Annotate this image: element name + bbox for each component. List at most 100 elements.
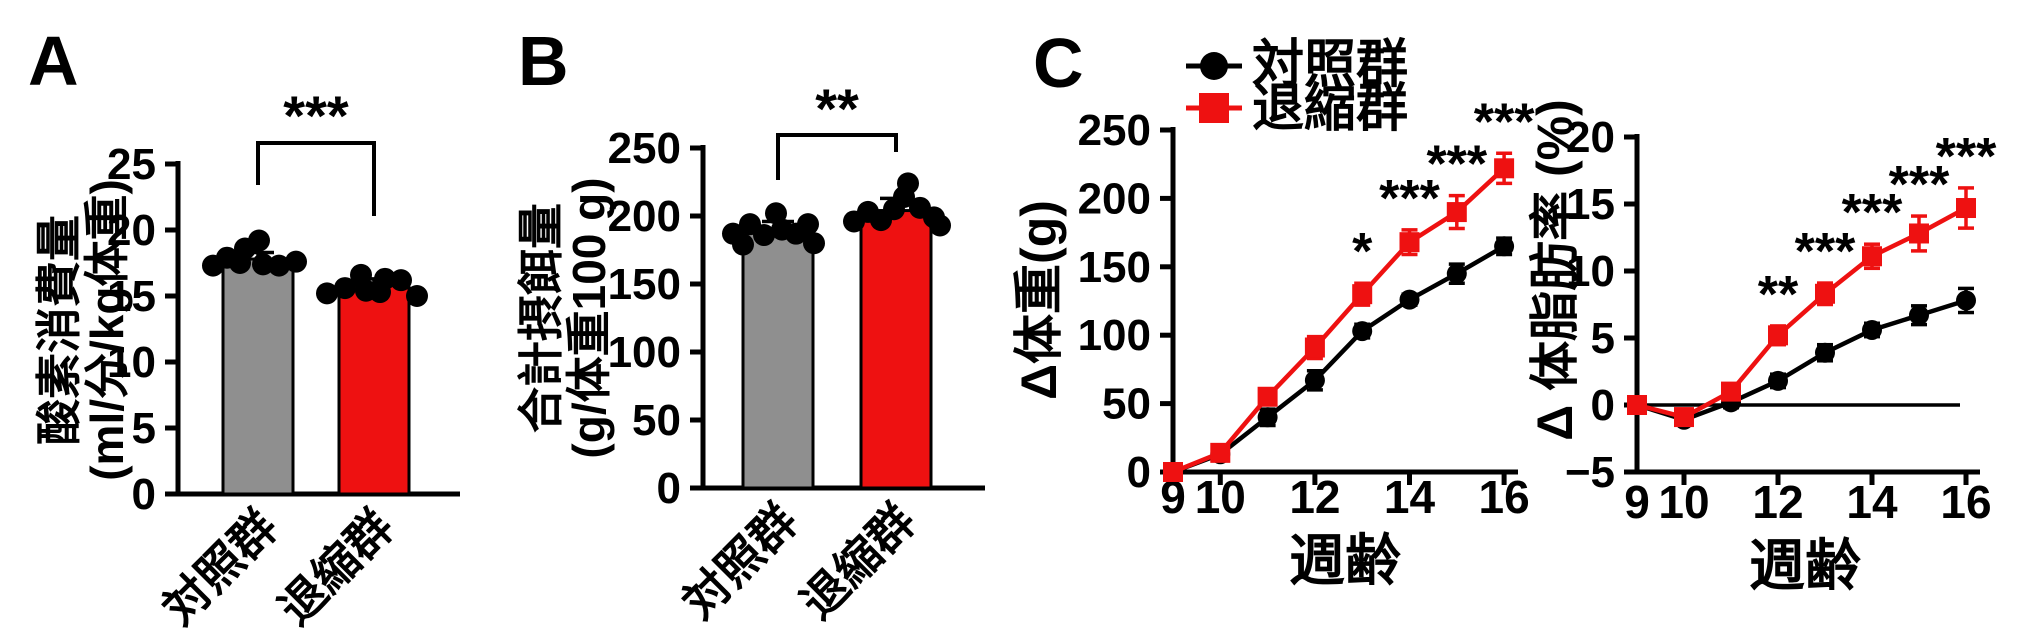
y-tick-label: 10 <box>1566 247 1615 296</box>
scatter-dot <box>897 172 919 195</box>
x-tick-label: 12 <box>1289 471 1340 523</box>
significance-stars: *** <box>1474 93 1535 151</box>
scatter-dot <box>316 282 338 305</box>
y-tick-label: −5 <box>1565 448 1615 497</box>
scatter-dot <box>390 269 412 292</box>
data-point-circle <box>1909 305 1929 326</box>
significance-bracket <box>776 133 898 180</box>
y-tick-label: 0 <box>132 470 156 519</box>
legend-label-1: 退縮群 <box>1252 80 1408 138</box>
significance-stars: *** <box>1379 170 1440 228</box>
bar-0 <box>741 230 815 490</box>
y-tick-label: 200 <box>608 192 681 241</box>
data-point-circle <box>1768 370 1788 391</box>
y-tick-label: 15 <box>1566 180 1615 229</box>
x-tick-label: 14 <box>1384 471 1436 523</box>
y-tick-label: 0 <box>1127 448 1151 497</box>
y-tick-label: 0 <box>1591 381 1615 430</box>
y-tick-label: 100 <box>608 328 681 377</box>
significance-stars: *** <box>1426 136 1487 194</box>
data-point-circle <box>1446 263 1467 284</box>
data-point-square <box>1815 283 1835 304</box>
scatter-dot <box>929 214 951 237</box>
scatter-dot <box>334 277 356 300</box>
data-point-square <box>1909 223 1929 244</box>
significance-stars: ** <box>815 77 859 140</box>
scatter-dot <box>248 229 270 252</box>
data-point-square <box>1862 246 1882 267</box>
significance-stars: *** <box>1795 223 1856 281</box>
y-tick-label: 150 <box>1078 243 1151 292</box>
x-tick-label: 12 <box>1752 476 1803 528</box>
bar-1 <box>859 209 933 490</box>
data-point-square <box>1399 232 1420 253</box>
significance-stars: * <box>1352 223 1373 281</box>
scatter-dot <box>252 253 274 276</box>
category-label: 退縮群 <box>791 494 925 628</box>
significance-stars: ** <box>1758 266 1799 324</box>
x-tick-label: 9 <box>1624 476 1650 528</box>
legend-marker-circle <box>1200 52 1228 80</box>
category-label: 対照群 <box>673 494 807 628</box>
x-tick-label: 16 <box>1940 476 1991 528</box>
x-axis-title: 週齢 <box>1749 534 1861 597</box>
data-point-square <box>1627 395 1647 415</box>
data-point-circle <box>1956 290 1976 311</box>
bar-0 <box>221 257 295 496</box>
scatter-dot <box>753 224 775 247</box>
data-point-square <box>1352 284 1373 305</box>
y-axis-title: 合計摂餌量 <box>515 203 567 433</box>
significance-stars: *** <box>1889 156 1950 214</box>
data-point-circle <box>1304 370 1325 391</box>
data-point-square <box>1721 381 1741 402</box>
y-axis-title: (g/体重100 g) <box>563 177 615 458</box>
y-tick-label: 20 <box>1566 113 1615 162</box>
data-point-square <box>1956 198 1976 219</box>
data-point-square <box>1210 442 1231 463</box>
y-tick-label: 20 <box>107 206 156 255</box>
x-tick-label: 16 <box>1479 471 1530 523</box>
data-point-circle <box>1815 342 1835 363</box>
scatter-dot <box>797 213 819 236</box>
y-tick-label: 0 <box>657 464 681 513</box>
x-tick-label: 14 <box>1846 476 1898 528</box>
y-axis-title: (ml/分/kg体重) <box>81 179 133 481</box>
scatter-dot <box>803 232 825 255</box>
x-tick-label: 10 <box>1195 471 1246 523</box>
y-tick-label: 5 <box>1591 314 1615 363</box>
scatter-dot <box>374 267 396 290</box>
panel-label-c: C <box>1033 24 1084 102</box>
data-point-square <box>1257 386 1278 407</box>
y-tick-label: 250 <box>608 124 681 173</box>
scatter-dot <box>732 233 754 256</box>
data-point-circle <box>1399 289 1420 310</box>
data-point-circle <box>1862 319 1882 340</box>
legend-label-0: 対照群 <box>1252 36 1408 94</box>
significance-stars: *** <box>1936 128 1997 186</box>
y-tick-label: 10 <box>107 338 156 387</box>
bar-1 <box>337 283 411 496</box>
y-tick-label: 200 <box>1078 174 1151 223</box>
y-tick-label: 50 <box>632 396 681 445</box>
y-tick-label: 5 <box>132 404 156 453</box>
data-point-circle <box>1257 407 1278 428</box>
scatter-dot <box>268 254 290 277</box>
data-point-square <box>1304 337 1325 358</box>
y-tick-label: 15 <box>107 272 156 321</box>
panel-label-a: A <box>28 22 79 100</box>
data-point-circle <box>1494 236 1515 257</box>
data-point-circle <box>1352 321 1373 342</box>
scatter-dot <box>406 285 428 307</box>
x-tick-label: 10 <box>1658 476 1709 528</box>
category-label: 対照群 <box>153 500 287 634</box>
legend-marker-square <box>1199 93 1229 123</box>
significance-stars: *** <box>283 84 349 147</box>
x-axis-title: 週齢 <box>1289 529 1401 592</box>
significance-bracket <box>256 141 376 216</box>
y-tick-label: 150 <box>608 260 681 309</box>
y-axis-title: 酸素消費量 <box>33 215 85 445</box>
data-point-square <box>1446 202 1467 223</box>
y-axis-title: Δ体重(g) <box>1011 200 1067 400</box>
